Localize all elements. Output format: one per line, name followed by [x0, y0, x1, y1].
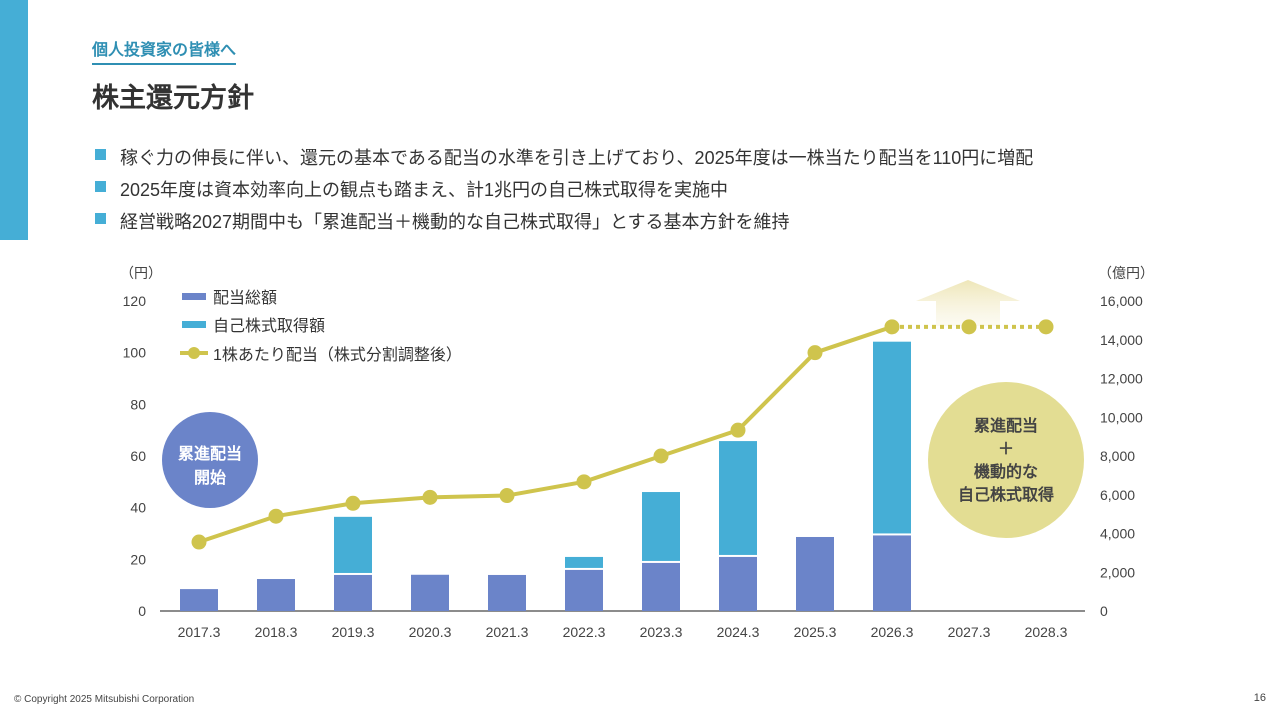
- dividend-bar: [334, 574, 372, 611]
- dividend-bar: [873, 535, 911, 611]
- right-tick-label: 0: [1100, 603, 1108, 619]
- right-tick-label: 16,000: [1100, 293, 1143, 309]
- dividend-point: [807, 345, 823, 361]
- x-tick-label: 2018.3: [255, 624, 298, 640]
- x-tick-label: 2024.3: [717, 624, 760, 640]
- left-tick-label: 0: [138, 603, 146, 619]
- section-subtitle: 個人投資家の皆様へ: [92, 36, 237, 65]
- badge-text: ＋: [998, 441, 1014, 458]
- policy-badge: [928, 382, 1084, 538]
- right-tick-label: 12,000: [1100, 371, 1143, 387]
- bullet-item: 2025年度は資本効率向上の観点も踏まえ、計1兆円の自己株式取得を実施中: [95, 176, 1033, 208]
- buyback-bar: [873, 341, 911, 534]
- x-tick-label: 2025.3: [794, 624, 837, 640]
- bullet-text: 稼ぐ力の伸長に伴い、還元の基本である配当の水準を引き上げており、2025年度は一…: [120, 148, 1034, 168]
- dividend-point: [345, 495, 361, 511]
- dividend-point: [1038, 319, 1054, 335]
- bullet-item: 稼ぐ力の伸長に伴い、還元の基本である配当の水準を引き上げており、2025年度は一…: [95, 144, 1033, 176]
- bullet-text: 経営戦略2027期間中も「累進配当＋機動的な自己株式取得」とする基本方針を維持: [120, 212, 790, 232]
- dividend-point: [191, 534, 207, 550]
- bullet-square-icon: [95, 213, 106, 224]
- x-tick-label: 2019.3: [332, 624, 375, 640]
- legend-swatch: [182, 321, 206, 328]
- page-title: 株主還元方針: [92, 83, 254, 113]
- x-tick-label: 2021.3: [486, 624, 529, 640]
- left-tick-label: 100: [123, 345, 147, 361]
- legend-swatch: [182, 293, 206, 300]
- dividend-point: [653, 448, 669, 464]
- badge-text: 自己株式取得: [958, 485, 1054, 504]
- right-tick-label: 10,000: [1100, 409, 1143, 425]
- legend-marker: [188, 347, 200, 359]
- right-tick-label: 8,000: [1100, 448, 1135, 464]
- dividend-bar: [411, 574, 449, 611]
- dividend-point: [884, 319, 900, 335]
- right-tick-label: 14,000: [1100, 332, 1143, 348]
- dividend-bar: [488, 574, 526, 611]
- x-tick-label: 2026.3: [871, 624, 914, 640]
- bullet-list: 稼ぐ力の伸長に伴い、還元の基本である配当の水準を引き上げており、2025年度は一…: [95, 144, 1033, 240]
- right-tick-label: 4,000: [1100, 526, 1135, 542]
- right-tick-label: 6,000: [1100, 487, 1135, 503]
- x-tick-label: 2017.3: [178, 624, 221, 640]
- x-tick-label: 2022.3: [563, 624, 606, 640]
- dividend-bar: [180, 589, 218, 611]
- dividend-point: [499, 488, 515, 504]
- bullet-text: 2025年度は資本効率向上の観点も踏まえ、計1兆円の自己株式取得を実施中: [120, 180, 729, 200]
- dividend-bar: [796, 536, 834, 611]
- buyback-bar: [565, 556, 603, 568]
- dividend-point: [961, 319, 977, 335]
- dividend-per-share-line: [198, 324, 893, 544]
- bullet-square-icon: [95, 181, 106, 192]
- upward-arrow-icon: [916, 280, 1020, 326]
- x-tick-label: 2020.3: [409, 624, 452, 640]
- progressive-dividend-start-badge: [162, 412, 258, 508]
- left-tick-label: 40: [130, 500, 146, 516]
- badge-text: 開始: [194, 468, 226, 487]
- left-axis-unit: （円）: [120, 265, 162, 281]
- x-tick-label: 2028.3: [1025, 624, 1068, 640]
- dividend-bar: [642, 562, 680, 611]
- dividend-point: [576, 474, 592, 490]
- dividend-point: [422, 489, 438, 505]
- dividend-bar: [565, 569, 603, 611]
- legend-label: 1株あたり配当（株式分割調整後）: [213, 346, 462, 364]
- page-number: 16: [1253, 692, 1266, 704]
- accent-bar: [0, 0, 28, 240]
- x-tick-label: 2027.3: [948, 624, 991, 640]
- left-tick-label: 20: [130, 551, 146, 567]
- dividend-point: [730, 422, 746, 438]
- legend-label: 自己株式取得額: [213, 317, 325, 335]
- dividend-bar: [257, 579, 295, 611]
- left-tick-label: 80: [130, 396, 146, 412]
- right-axis-unit: （億円）: [1098, 265, 1154, 281]
- badge-text: 累進配当: [974, 416, 1038, 435]
- buyback-bar: [334, 516, 372, 573]
- buyback-bar: [719, 441, 757, 555]
- right-tick-label: 2,000: [1100, 564, 1135, 580]
- dividend-bar: [719, 556, 757, 611]
- dividend-point: [268, 508, 284, 524]
- legend-label: 配当総額: [213, 289, 277, 307]
- buyback-bar: [642, 492, 680, 561]
- bullet-square-icon: [95, 149, 106, 160]
- copyright: © Copyright 2025 Mitsubishi Corporation: [14, 694, 195, 705]
- badge-text: 累進配当: [178, 444, 242, 463]
- badge-text: 機動的な: [974, 462, 1038, 481]
- left-tick-label: 60: [130, 448, 146, 464]
- x-tick-label: 2023.3: [640, 624, 683, 640]
- bullet-item: 経営戦略2027期間中も「累進配当＋機動的な自己株式取得」とする基本方針を維持: [95, 208, 1033, 240]
- left-tick-label: 120: [123, 293, 147, 309]
